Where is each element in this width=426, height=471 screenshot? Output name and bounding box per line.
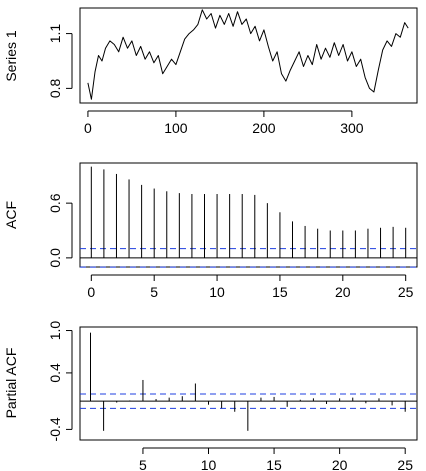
- series-x-tick-label: 100: [164, 120, 188, 136]
- pacf-marks: [80, 332, 417, 431]
- series-x-tick-label: 300: [340, 120, 364, 136]
- acf-y-tick-label: 0.0: [47, 248, 63, 268]
- pacf-x-tick-label: 20: [332, 457, 348, 471]
- acf-x-tick-label: 10: [209, 284, 225, 300]
- pacf-ylabel: Partial ACF: [3, 348, 19, 419]
- series-line: [87, 9, 409, 100]
- acf-x-tick-label: 25: [398, 284, 414, 300]
- acf-y-tick-label: 0.6: [47, 193, 63, 213]
- pacf-x-tick-label: 15: [266, 457, 282, 471]
- pacf-y-tick-label: 1.0: [47, 321, 63, 341]
- acf-marks: [80, 166, 417, 268]
- acf-x-tick-label: 5: [150, 284, 158, 300]
- pacf-x-tick-label: 10: [201, 457, 217, 471]
- series-plot-frame: [79, 7, 418, 104]
- series-marks: [87, 9, 409, 100]
- series-panel: Series 1 0 100 200 300 0.8 1.1: [3, 7, 418, 136]
- series-x-tick-label: 0: [84, 120, 92, 136]
- series-y-tick-label: 0.8: [47, 78, 63, 98]
- pacf-x-tick-label: 25: [397, 457, 413, 471]
- acf-panel: ACF 0 5 10 15 20 25 0.0 0.6: [3, 162, 418, 300]
- acf-plot-frame: [79, 162, 418, 268]
- series-y-tick-label: 1.1: [47, 24, 63, 44]
- acf-x-tick-label: 15: [272, 284, 288, 300]
- series-axes: 0 100 200 300 0.8 1.1: [47, 24, 364, 136]
- acf-ylabel: ACF: [3, 201, 19, 229]
- series-x-tick-label: 200: [252, 120, 276, 136]
- acf-x-tick-label: 0: [87, 284, 95, 300]
- pacf-plot-frame: [79, 326, 418, 441]
- pacf-panel: Partial ACF 5 10 15 20 25 -0.4 0.4 1.0: [3, 321, 418, 471]
- series-ylabel: Series 1: [3, 30, 19, 82]
- pacf-y-tick-label: -0.4: [47, 417, 63, 441]
- pacf-axes: 5 10 15 20 25 -0.4 0.4 1.0: [47, 321, 413, 471]
- pacf-y-tick-label: 0.4: [47, 363, 63, 383]
- acf-axes: 0 5 10 15 20 25 0.0 0.6: [47, 193, 414, 300]
- pacf-x-tick-label: 5: [139, 457, 147, 471]
- acf-x-tick-label: 20: [335, 284, 351, 300]
